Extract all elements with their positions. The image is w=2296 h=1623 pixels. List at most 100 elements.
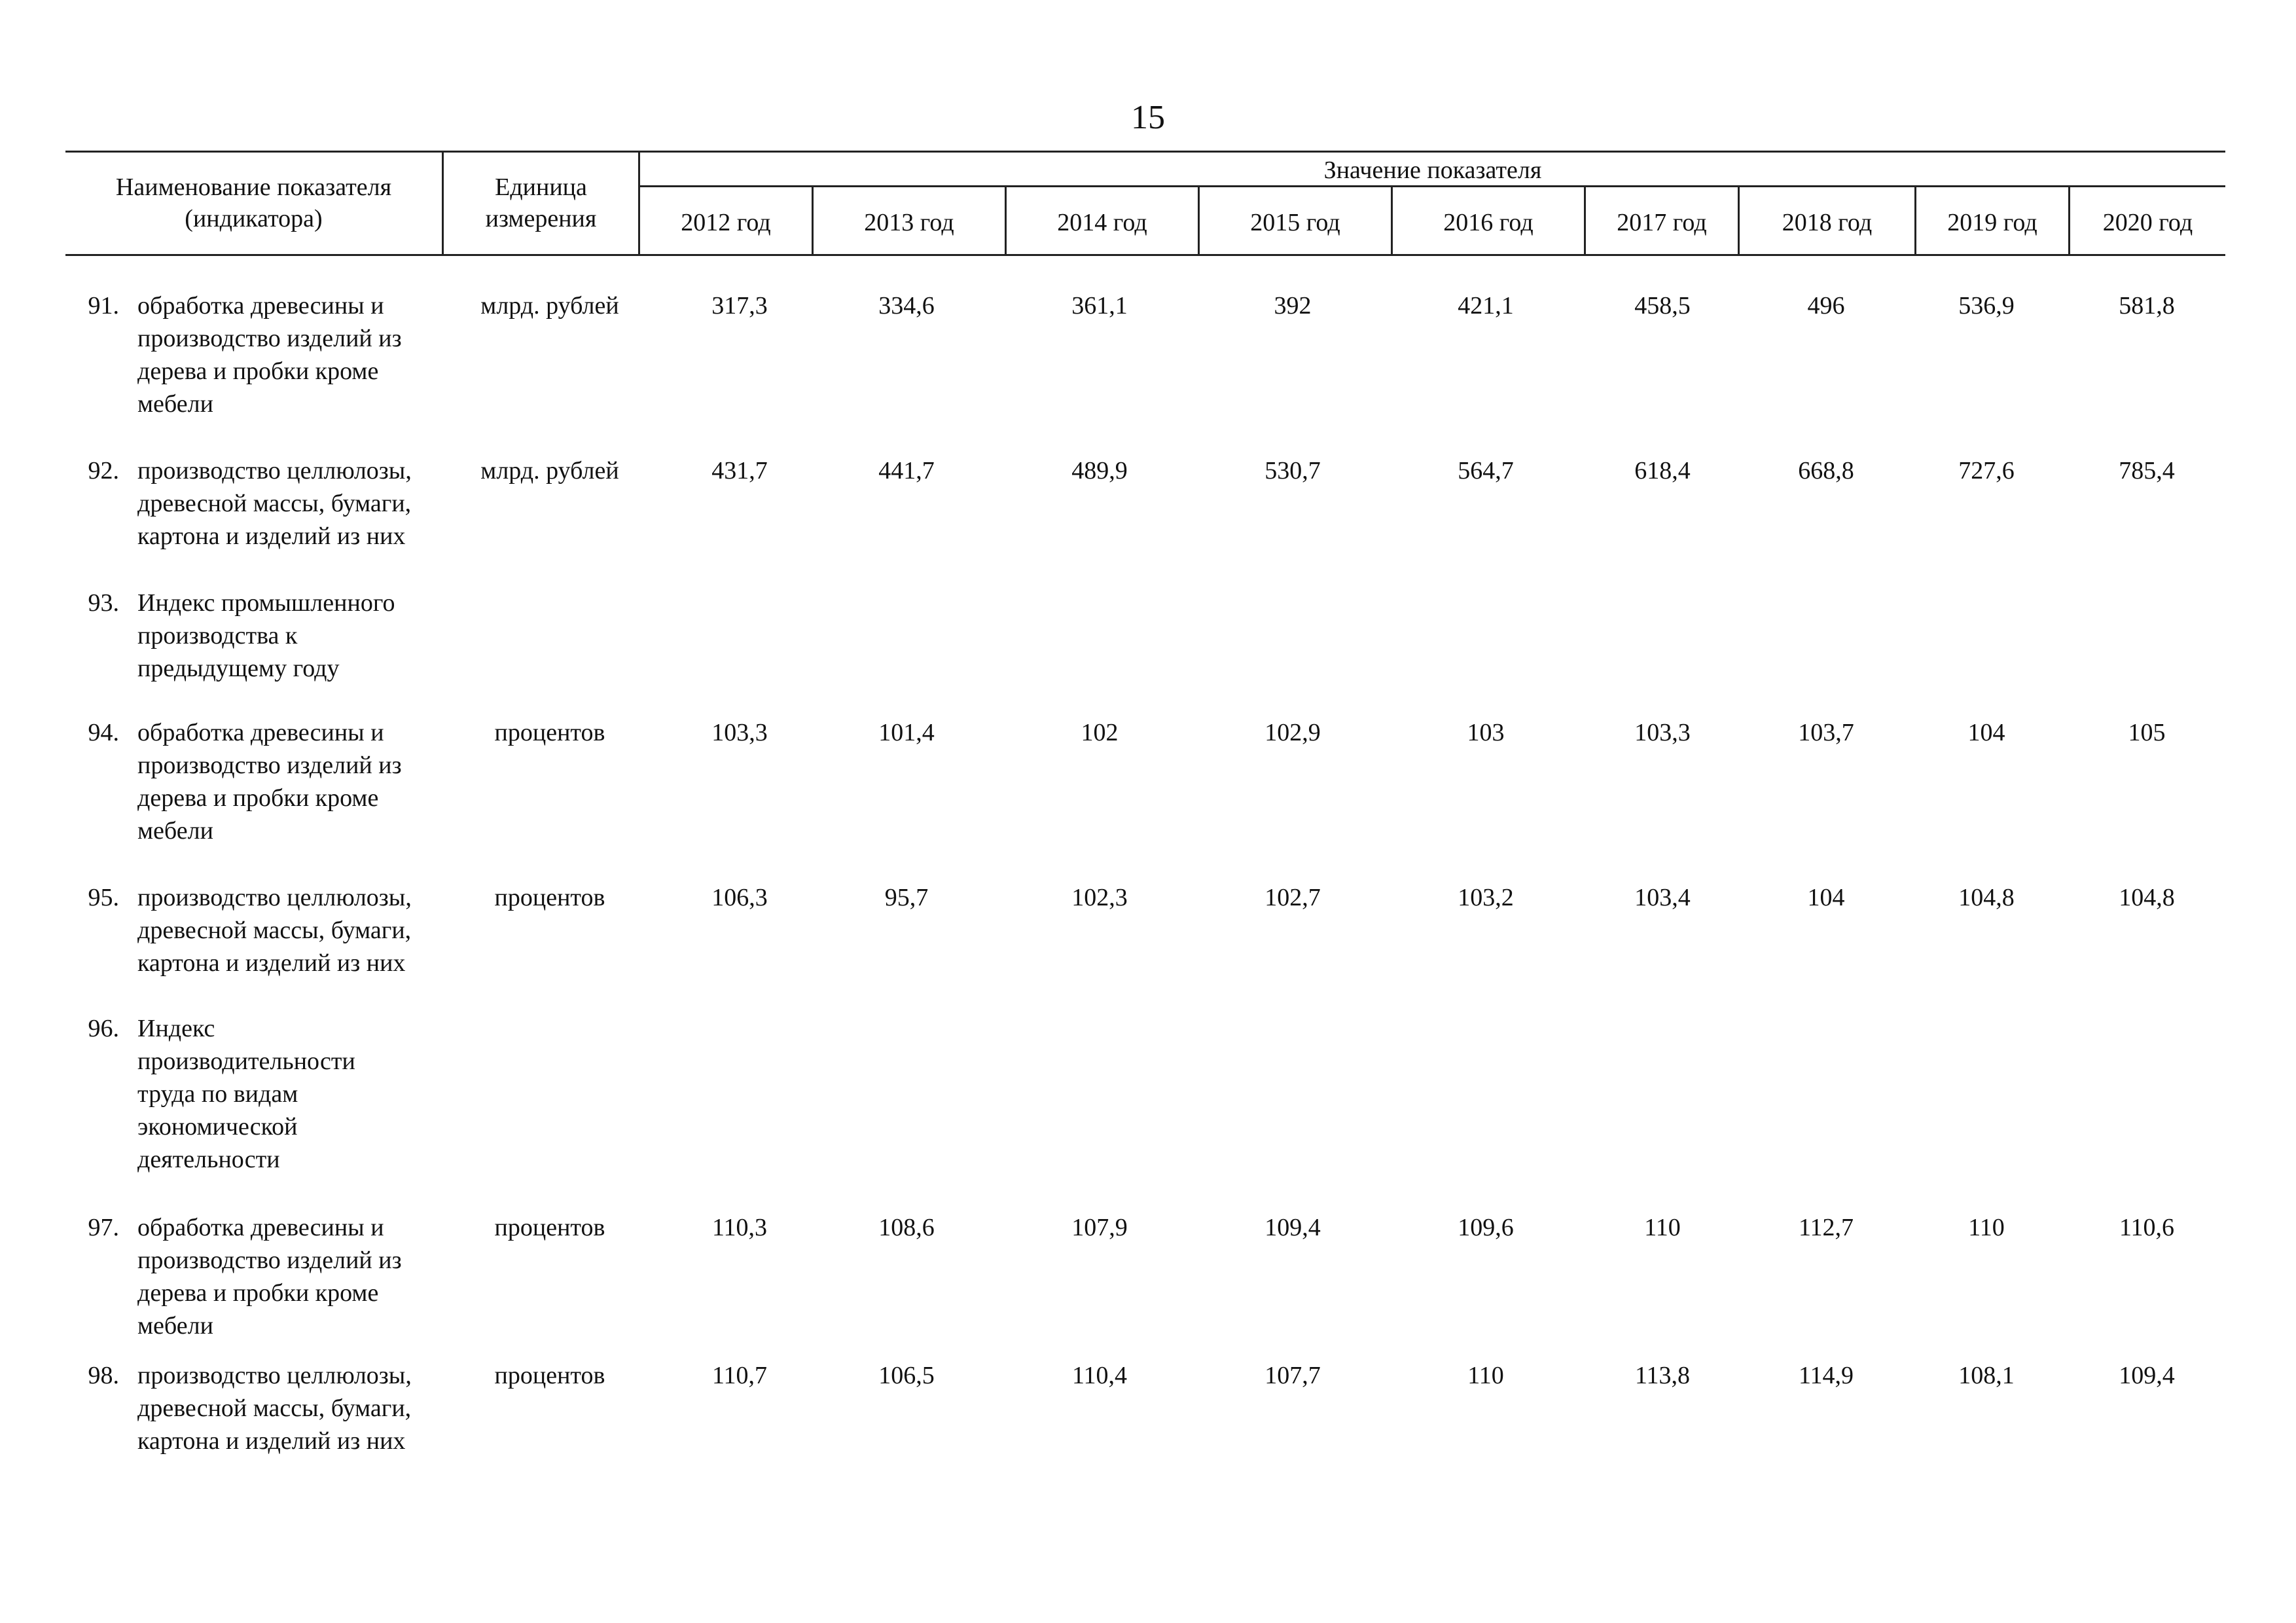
- indicator-name: обработка древесины и производство издел…: [137, 719, 402, 845]
- value-2019: 104: [1967, 719, 2005, 746]
- value-2016: 564,7: [1458, 457, 1514, 484]
- unit: процентов: [494, 884, 605, 911]
- value-2015: 102,9: [1265, 719, 1321, 746]
- column-divider: [1391, 185, 1393, 255]
- value-2016: 103: [1467, 719, 1505, 746]
- header-bottom-rule: [65, 254, 2225, 256]
- value-2019: 110: [1968, 1214, 2005, 1241]
- value-2020: 110,6: [2119, 1214, 2175, 1241]
- value-2019: 104,8: [1958, 884, 2015, 911]
- row-number: 93.: [88, 589, 120, 617]
- row-number: 95.: [88, 884, 120, 911]
- value-2020: 109,4: [2119, 1362, 2175, 1389]
- indicator-name: обработка древесины и производство издел…: [137, 1214, 402, 1340]
- value-2017: 458,5: [1634, 292, 1691, 319]
- value-2017: 618,4: [1634, 457, 1691, 484]
- value-2018: 114,9: [1798, 1362, 1854, 1389]
- indicator-name: обработка древесины и производство издел…: [137, 292, 402, 418]
- value-2016: 110: [1467, 1362, 1504, 1389]
- value-2020: 785,4: [2119, 457, 2175, 484]
- unit: процентов: [494, 719, 605, 746]
- row-number: 91.: [88, 292, 120, 319]
- value-2015: 530,7: [1265, 457, 1321, 484]
- header-unit: Единица измерения: [485, 173, 597, 232]
- value-2014: 361,1: [1071, 292, 1128, 319]
- value-2013: 441,7: [878, 457, 935, 484]
- value-2013: 334,6: [878, 292, 935, 319]
- value-2017: 103,4: [1634, 884, 1691, 911]
- header-year: 2020 год: [2102, 209, 2193, 236]
- indicator-name: Индекс промышленного производства к пред…: [137, 589, 395, 682]
- row-number: 98.: [88, 1362, 120, 1389]
- value-2014: 107,9: [1071, 1214, 1128, 1241]
- value-2017: 113,8: [1634, 1362, 1691, 1389]
- value-2017: 103,3: [1634, 719, 1691, 746]
- value-2013: 108,6: [878, 1214, 935, 1241]
- value-2019: 727,6: [1958, 457, 2015, 484]
- value-2012: 106,3: [711, 884, 768, 911]
- value-2012: 431,7: [711, 457, 768, 484]
- value-2013: 101,4: [878, 719, 935, 746]
- column-divider: [638, 151, 640, 255]
- value-2013: 95,7: [884, 884, 929, 911]
- value-2018: 496: [1807, 292, 1845, 319]
- header-value-group: Значение показателя: [1323, 156, 1542, 184]
- header-year: 2016 год: [1443, 209, 1534, 236]
- column-divider: [812, 185, 814, 255]
- row-number: 94.: [88, 719, 120, 746]
- indicator-name: производство целлюлозы, древесной массы,…: [137, 1362, 412, 1455]
- value-2014: 110,4: [1071, 1362, 1128, 1389]
- value-2012: 317,3: [711, 292, 768, 319]
- header-year: 2012 год: [681, 209, 771, 236]
- column-divider: [1914, 185, 1916, 255]
- group-header-rule: [638, 185, 2225, 187]
- value-2019: 536,9: [1958, 292, 2015, 319]
- value-2015: 102,7: [1265, 884, 1321, 911]
- column-divider: [442, 151, 444, 255]
- header-year: 2013 год: [864, 209, 954, 236]
- value-2016: 421,1: [1458, 292, 1514, 319]
- value-2018: 104: [1807, 884, 1845, 911]
- value-2017: 110: [1644, 1214, 1681, 1241]
- row-number: 92.: [88, 457, 120, 484]
- value-2012: 110,7: [711, 1362, 768, 1389]
- value-2018: 112,7: [1798, 1214, 1854, 1241]
- row-number: 96.: [88, 1015, 120, 1042]
- page-number: 15: [1131, 99, 1165, 136]
- value-2014: 102,3: [1071, 884, 1128, 911]
- header-year: 2015 год: [1250, 209, 1340, 236]
- header-year: 2014 год: [1057, 209, 1147, 236]
- value-2020: 581,8: [2119, 292, 2175, 319]
- value-2012: 110,3: [711, 1214, 768, 1241]
- unit: млрд. рублей: [480, 292, 619, 319]
- unit: процентов: [494, 1362, 605, 1389]
- unit: процентов: [494, 1214, 605, 1241]
- table-top-rule: [65, 151, 2225, 153]
- value-2014: 102: [1081, 719, 1119, 746]
- value-2015: 392: [1274, 292, 1312, 319]
- indicator-name: производство целлюлозы, древесной массы,…: [137, 884, 412, 977]
- column-divider: [1738, 185, 1740, 255]
- value-2016: 103,2: [1458, 884, 1514, 911]
- value-2020: 104,8: [2119, 884, 2175, 911]
- row-number: 97.: [88, 1214, 120, 1241]
- value-2019: 108,1: [1958, 1362, 2015, 1389]
- value-2016: 109,6: [1458, 1214, 1514, 1241]
- unit: млрд. рублей: [480, 457, 619, 484]
- value-2014: 489,9: [1071, 457, 1128, 484]
- value-2012: 103,3: [711, 719, 768, 746]
- indicator-name: Индекс производительности труда по видам…: [137, 1015, 355, 1173]
- header-year: 2019 год: [1947, 209, 2037, 236]
- value-2018: 668,8: [1798, 457, 1854, 484]
- header-year: 2018 год: [1782, 209, 1873, 236]
- value-2020: 105: [2128, 719, 2166, 746]
- indicator-name: производство целлюлозы, древесной массы,…: [137, 457, 412, 550]
- value-2015: 109,4: [1265, 1214, 1321, 1241]
- header-indicator-name: Наименование показателя (индикатора): [115, 173, 392, 232]
- value-2015: 107,7: [1265, 1362, 1321, 1389]
- column-divider: [2068, 185, 2070, 255]
- value-2013: 106,5: [878, 1362, 935, 1389]
- column-divider: [1005, 185, 1007, 255]
- column-divider: [1198, 185, 1200, 255]
- value-2018: 103,7: [1798, 719, 1854, 746]
